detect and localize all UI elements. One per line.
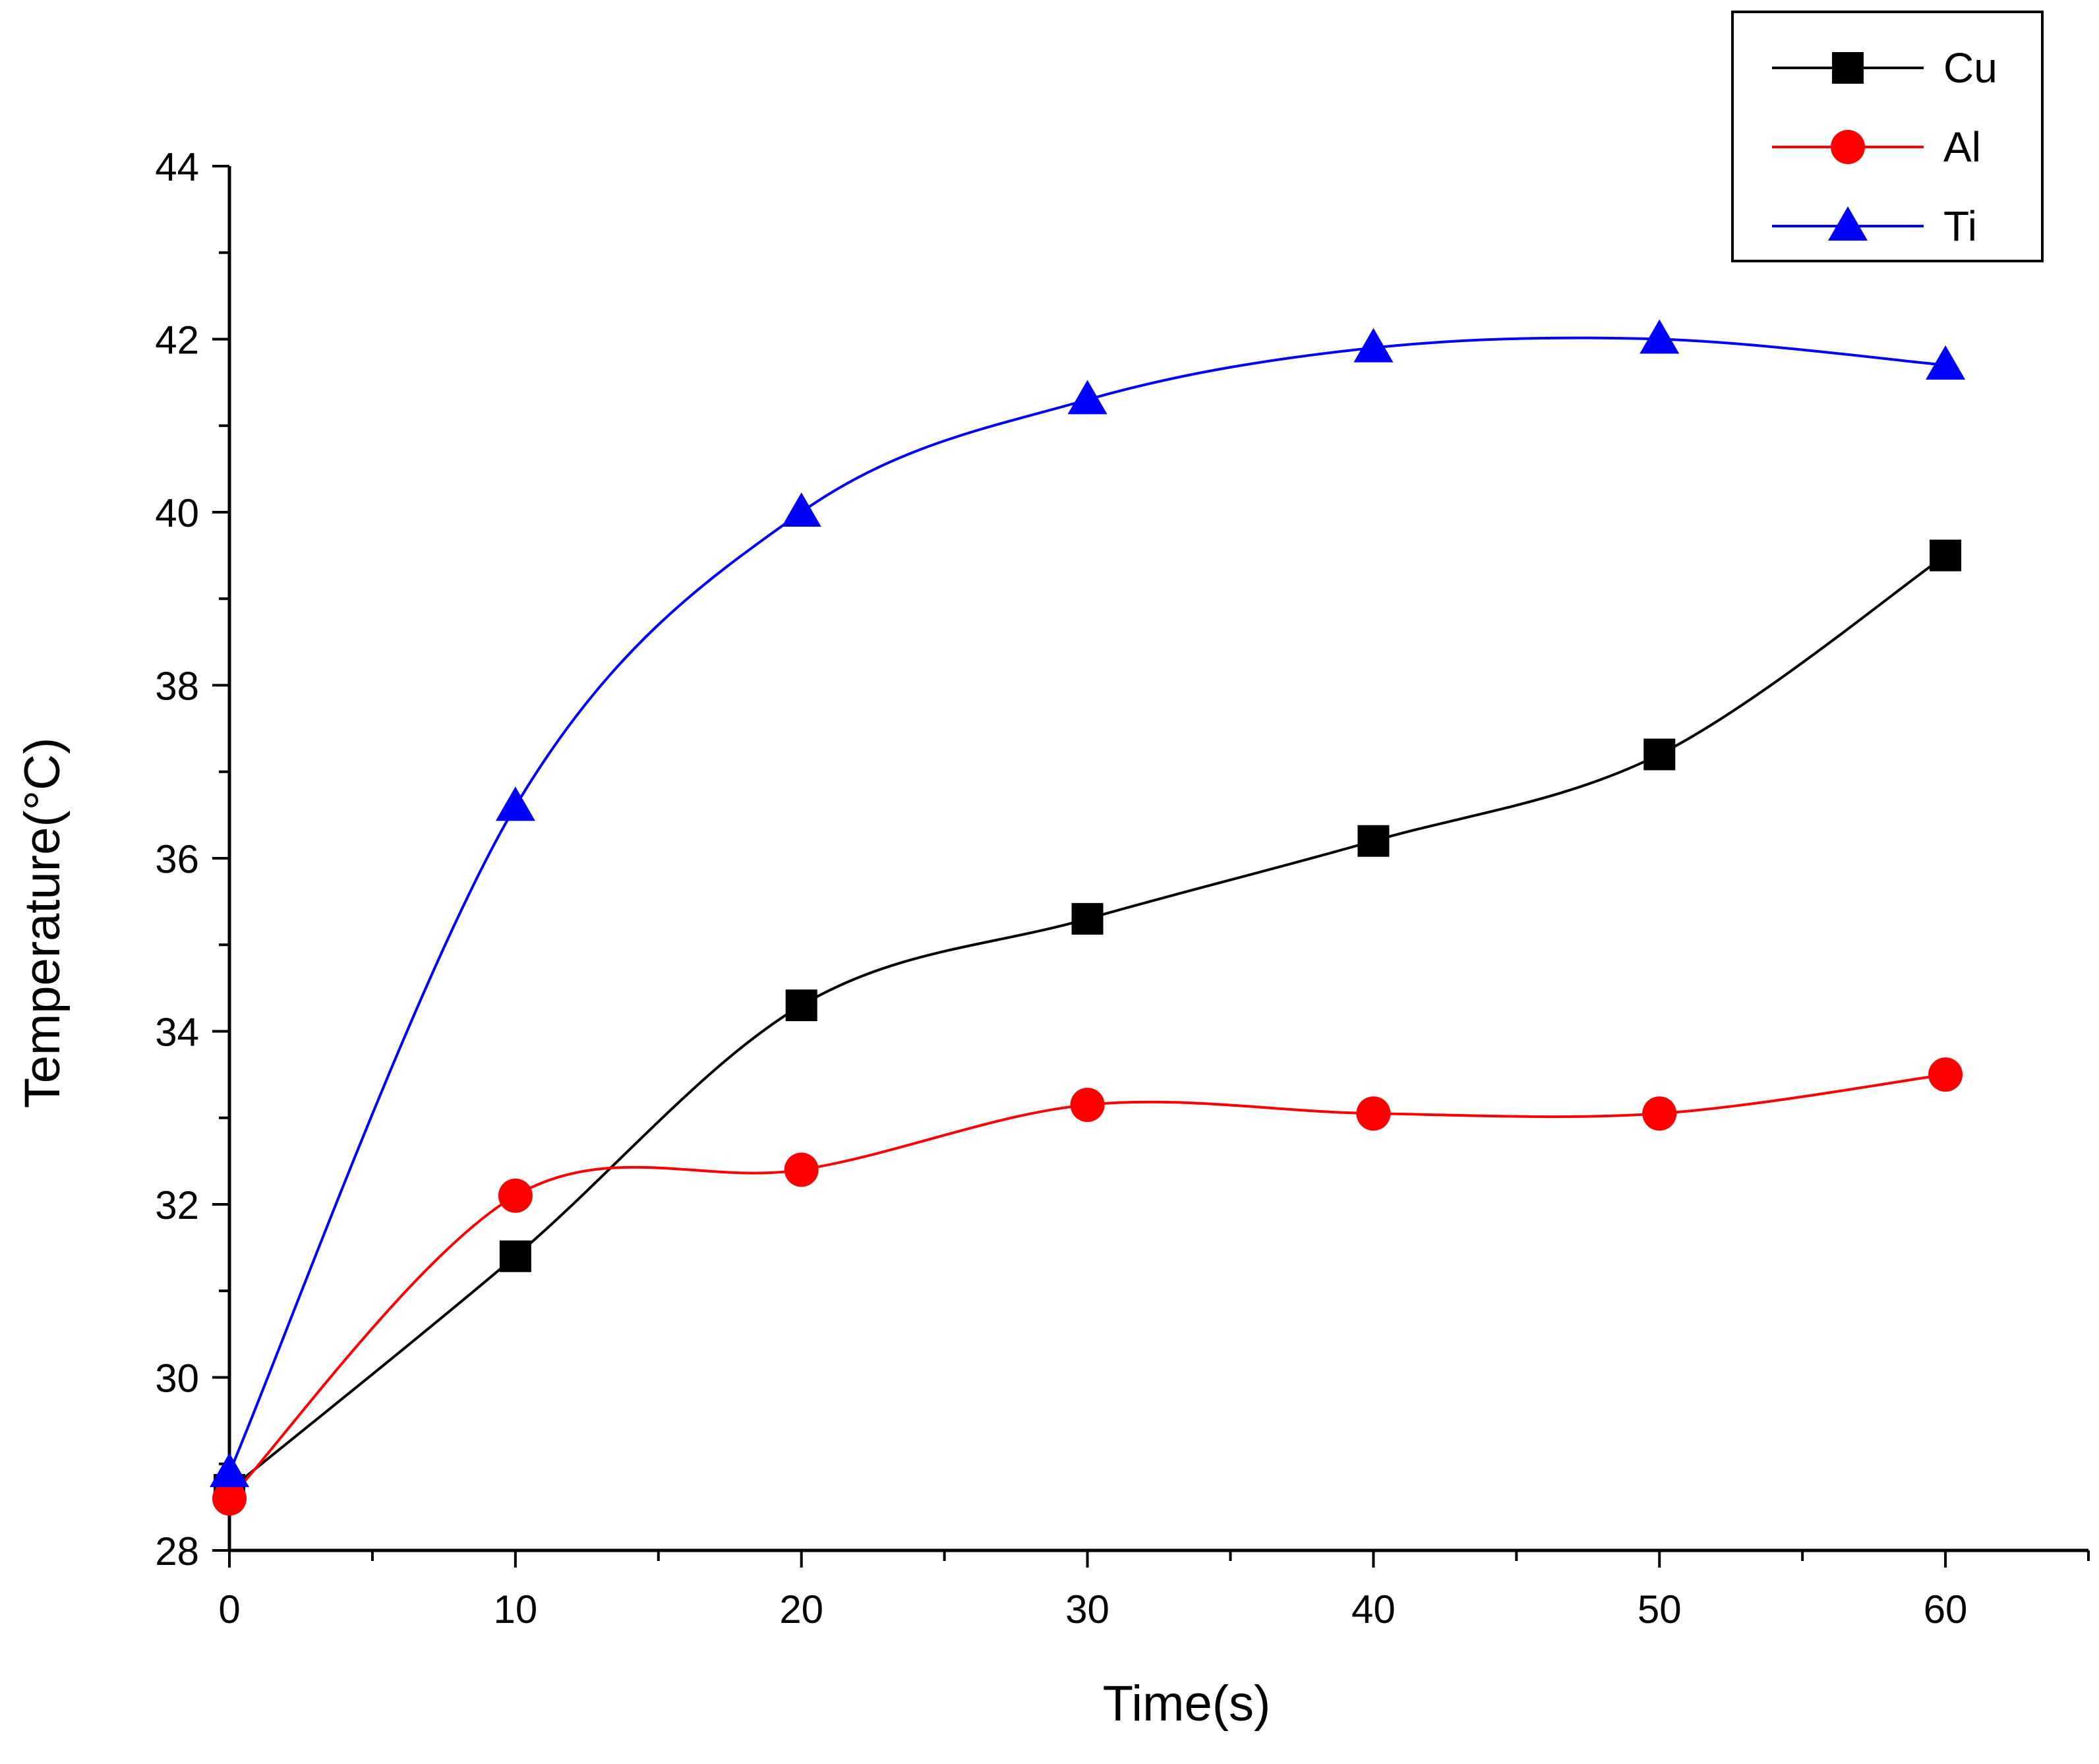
x-axis-title: Time(s)	[1103, 1676, 1271, 1732]
series-line-ti	[228, 336, 1946, 1473]
x-tick-label: 30	[1065, 1587, 1109, 1632]
ticks: 0 10 20 30 40 50 60 28 30 32 34 36 38 40 42 44	[155, 145, 2090, 1632]
data-point-cu	[1930, 539, 1962, 572]
y-tick-label: 28	[155, 1529, 199, 1573]
data-point-cu	[1643, 738, 1676, 771]
data-point-cu	[1357, 825, 1390, 857]
data-point-cu	[499, 1240, 531, 1272]
y-tick-label: 44	[155, 145, 199, 189]
data-point-ti	[781, 492, 821, 527]
x-tick-label: 50	[1638, 1587, 1682, 1632]
y-tick-label: 36	[155, 837, 199, 881]
series-markers	[210, 319, 1966, 1516]
data-point-al	[1642, 1096, 1677, 1131]
data-point-al	[1356, 1096, 1391, 1131]
y-axis-title: Temperature(°C)	[15, 738, 71, 1109]
data-point-ti	[1640, 319, 1680, 354]
y-tick-label: 30	[155, 1357, 199, 1401]
data-point-ti	[210, 1452, 249, 1487]
data-point-cu	[1071, 902, 1104, 935]
legend-box	[1731, 11, 2044, 262]
legend-marker-al	[1831, 130, 1865, 164]
y-tick-label: 38	[155, 664, 199, 709]
data-point-al	[784, 1152, 819, 1187]
x-tick-label: 20	[779, 1587, 823, 1632]
data-point-ti	[1926, 345, 1966, 380]
axes	[227, 166, 2088, 1552]
legend-label-cu: Cu	[1943, 44, 1997, 92]
data-point-ti	[495, 786, 535, 821]
data-point-ti	[1353, 328, 1394, 363]
legend-label-al: Al	[1943, 123, 1981, 171]
x-tick-label: 40	[1351, 1587, 1396, 1632]
legend-label-ti: Ti	[1943, 202, 1977, 250]
x-tick-label: 0	[218, 1587, 240, 1632]
data-point-al	[498, 1178, 533, 1213]
data-point-al	[1070, 1088, 1105, 1123]
data-point-cu	[785, 989, 817, 1022]
y-tick-label: 40	[155, 491, 199, 535]
legend: Cu Al Ti	[1731, 11, 2044, 262]
data-point-ti	[1067, 380, 1108, 415]
series-line-cu	[228, 554, 1947, 1491]
legend-marker-ti	[1828, 206, 1868, 241]
series-line-al	[228, 1073, 1946, 1500]
y-tick-label: 42	[155, 318, 199, 363]
data-point-al	[1928, 1057, 1963, 1092]
y-tick-label: 34	[155, 1011, 199, 1055]
x-tick-label: 10	[493, 1587, 537, 1632]
data-point-al	[212, 1481, 247, 1516]
x-tick-label: 60	[1924, 1587, 1968, 1632]
y-tick-label: 32	[155, 1183, 199, 1227]
legend-marker-cu	[1832, 52, 1864, 84]
